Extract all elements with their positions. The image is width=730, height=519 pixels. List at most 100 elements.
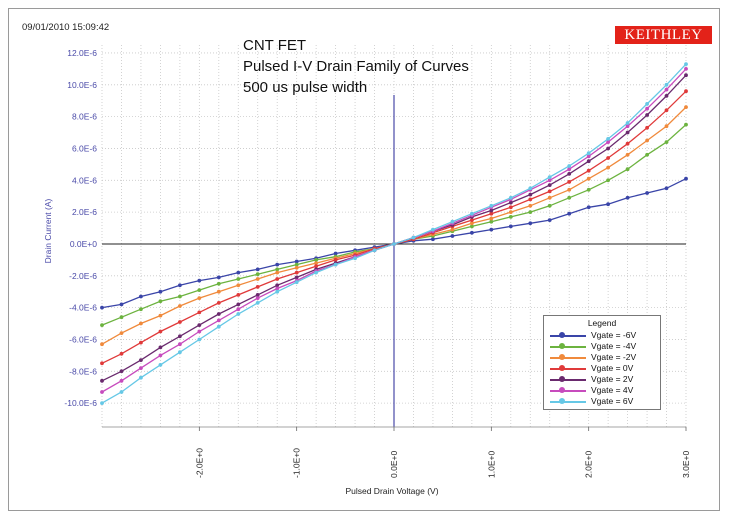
data-point (567, 164, 572, 168)
data-point (508, 205, 513, 210)
data-point (489, 219, 494, 224)
data-point (100, 378, 104, 383)
data-point (216, 301, 221, 305)
data-point (586, 154, 591, 159)
data-point (178, 304, 182, 308)
data-point (392, 242, 396, 246)
legend-item: Vgate = 6V (544, 396, 660, 407)
x-tick-label: 2.0E+0 (584, 451, 594, 478)
data-point (255, 272, 260, 277)
data-point (684, 122, 688, 127)
data-point (275, 289, 280, 294)
data-point (216, 324, 221, 329)
data-point (508, 195, 513, 200)
data-point (236, 293, 241, 297)
data-point (119, 331, 124, 335)
data-point (586, 168, 591, 173)
series-group (100, 62, 688, 405)
legend-swatch (550, 379, 586, 381)
data-point (547, 195, 552, 200)
legend-label: Vgate = 4V (591, 385, 634, 395)
data-point (489, 216, 494, 221)
data-point (139, 294, 143, 299)
data-point (178, 320, 182, 324)
data-point (528, 197, 533, 202)
data-point (216, 275, 221, 280)
data-point (314, 264, 318, 269)
data-point (216, 312, 221, 316)
data-point (139, 358, 143, 362)
data-point (197, 288, 202, 292)
data-point (197, 323, 202, 327)
data-point (664, 124, 669, 129)
data-point (664, 186, 669, 191)
data-point (158, 363, 163, 367)
data-point (664, 82, 669, 87)
data-point (139, 307, 143, 312)
legend-label: Vgate = -6V (591, 330, 637, 340)
legend-swatch (550, 346, 586, 348)
data-point (450, 219, 455, 224)
data-point (294, 270, 299, 275)
data-point (275, 270, 280, 275)
data-point (275, 262, 280, 267)
data-point (567, 172, 572, 176)
data-point (255, 267, 260, 272)
data-point (489, 227, 494, 232)
data-point (178, 294, 182, 299)
legend-swatch (550, 368, 586, 370)
y-tick-label: 0.0E+0 (70, 239, 97, 249)
data-point (139, 375, 143, 380)
data-point (528, 186, 533, 191)
data-point (567, 167, 572, 172)
data-point (645, 113, 649, 117)
data-point (119, 302, 124, 307)
data-point (158, 289, 163, 294)
data-point (645, 106, 649, 111)
data-point (158, 329, 163, 334)
y-tick-label: 4.0E-6 (72, 175, 97, 185)
data-point (372, 248, 377, 253)
data-point (664, 140, 669, 145)
legend-title: Legend (587, 318, 617, 328)
y-tick-label: -6.0E-6 (69, 334, 97, 344)
data-point (606, 165, 610, 170)
data-point (139, 340, 143, 345)
data-point (586, 205, 591, 210)
data-point (197, 329, 202, 334)
data-point (236, 302, 241, 307)
data-point (528, 192, 533, 197)
data-point (684, 105, 688, 109)
data-point (255, 296, 260, 300)
data-point (508, 224, 513, 229)
data-point (236, 312, 241, 316)
data-point (275, 277, 280, 281)
y-tick-label: -4.0E-6 (69, 303, 97, 313)
data-point (625, 152, 630, 157)
x-tick-label: -1.0E+0 (292, 448, 302, 478)
data-point (294, 280, 299, 285)
data-point (586, 151, 591, 156)
legend-marker (559, 332, 565, 338)
legend-item: Vgate = 2V (544, 374, 660, 385)
legend: Legend Vgate = -6V Vgate = -4V Vgate = -2V… (543, 315, 661, 410)
y-tick-label: -8.0E-6 (69, 366, 97, 376)
data-point (625, 124, 630, 129)
data-point (625, 141, 630, 146)
legend-label: Vgate = 6V (591, 396, 634, 406)
data-point (139, 366, 143, 370)
data-point (547, 175, 552, 180)
data-point (294, 275, 299, 280)
data-point (547, 218, 552, 223)
data-point (508, 200, 513, 205)
data-point (586, 187, 591, 192)
legend-marker (559, 354, 565, 360)
data-point (684, 73, 688, 78)
legend-label: Vgate = -2V (591, 352, 637, 362)
data-point (216, 289, 221, 294)
data-point (100, 323, 104, 327)
data-point (528, 210, 533, 215)
data-point (508, 215, 513, 219)
data-point (119, 369, 124, 374)
